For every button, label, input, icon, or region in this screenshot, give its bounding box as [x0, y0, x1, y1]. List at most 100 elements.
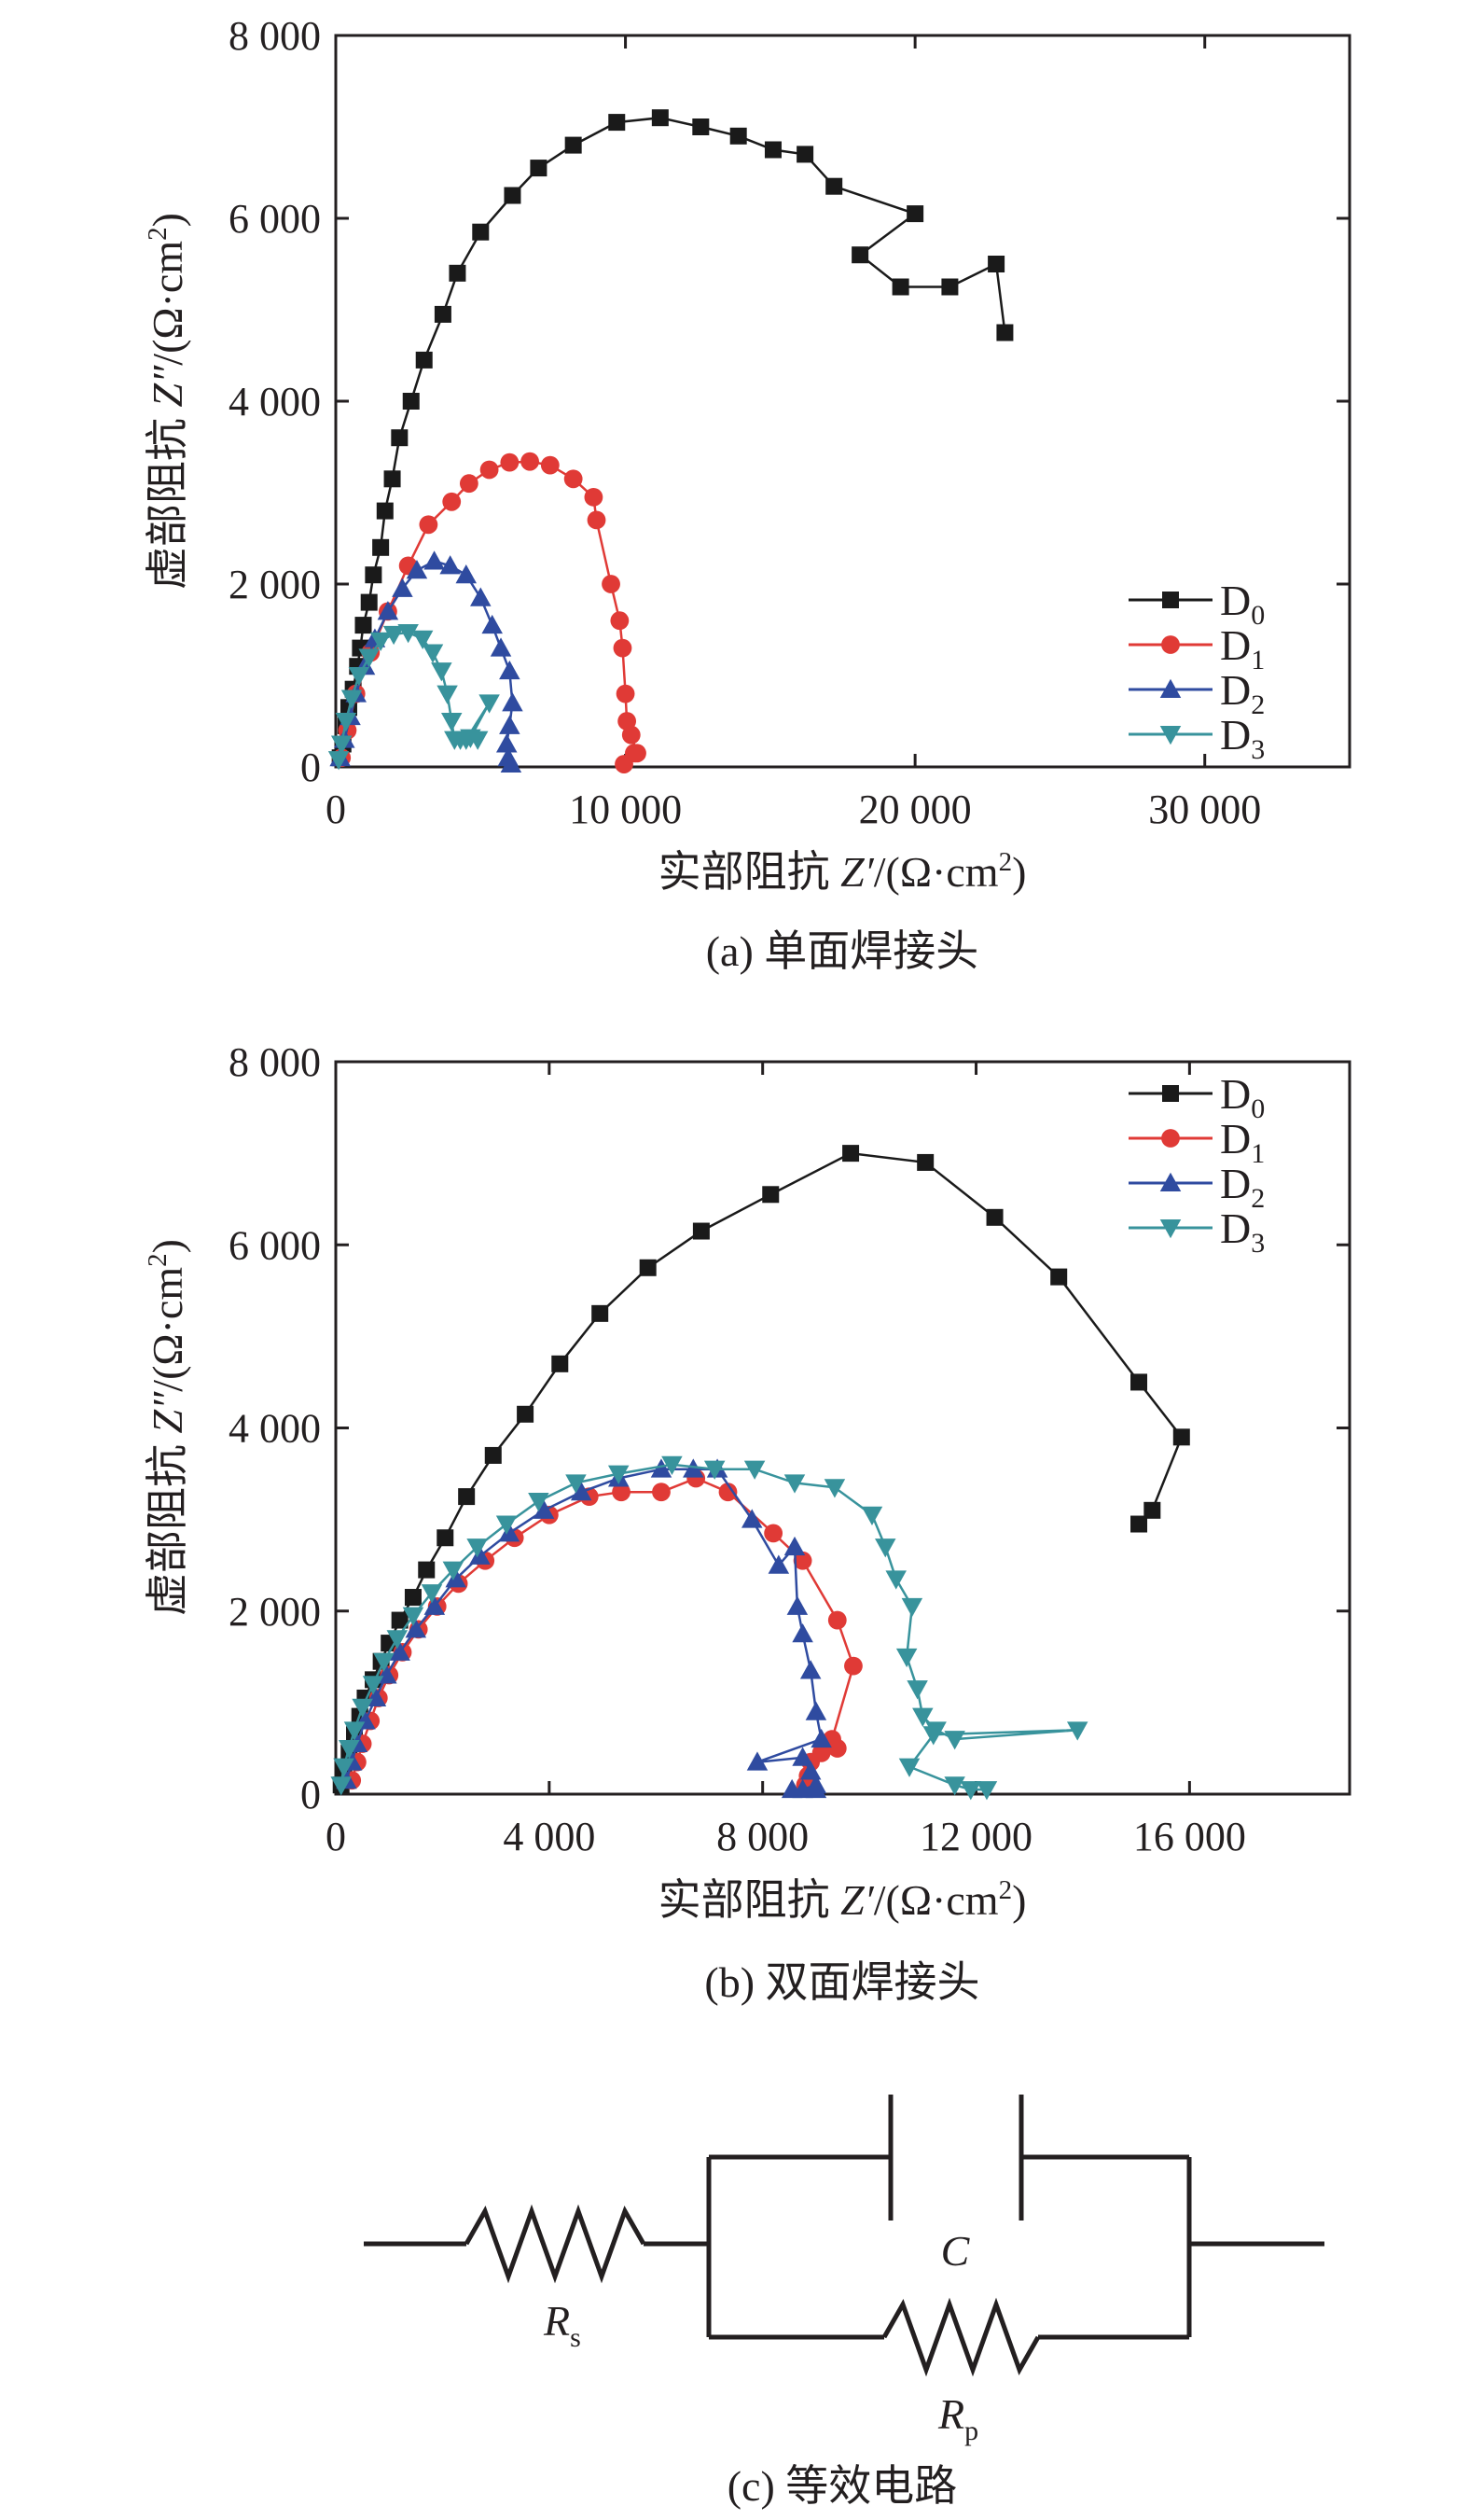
chart-b-data-point [885, 1570, 907, 1590]
chart-b-x-tick-label: 8 000 [716, 1814, 809, 1859]
chart-a-data-point [335, 713, 357, 732]
chart-b-data-point [792, 1623, 813, 1643]
chart-b-data-point [339, 1739, 360, 1760]
chart-b-data-point [718, 1483, 738, 1502]
chart-b-data-point [844, 1656, 863, 1676]
chart-b-data-point [445, 1568, 466, 1588]
chart-b-x-tick-label: 12 000 [920, 1814, 1032, 1859]
label-rp: Rp [937, 2390, 978, 2446]
chart-a-data-point [431, 662, 452, 682]
chart-b-series-D2 [336, 1458, 832, 1799]
chart-a-data-point [495, 733, 518, 753]
chart-b-data-point [362, 1676, 384, 1695]
chart-a-data-point [481, 614, 503, 634]
chart-a-data-point [692, 118, 710, 135]
chart-b-data-point [781, 1778, 803, 1799]
chart-b-data-point [418, 1561, 436, 1579]
chart-b-legend-label: D2 [1220, 1160, 1265, 1214]
chart-a-data-point [907, 205, 924, 223]
chart-b-data-point [746, 1751, 769, 1771]
chart-b-series-layer [330, 1145, 1190, 1801]
chart-b-data-point [469, 1545, 491, 1565]
chart-b-data-point [517, 1405, 534, 1423]
chart-b-data-point [805, 1778, 827, 1799]
chart-b-data-point [922, 1726, 945, 1746]
chart-a-data-point [369, 632, 392, 652]
chart-b-legend-marker [1159, 1219, 1182, 1239]
chart-b-data-point [402, 1607, 424, 1626]
chart-a-data-point [941, 278, 959, 296]
chart-a-data-point [479, 460, 499, 480]
chart-b-data-point [389, 1641, 410, 1661]
chart-b-data-point [792, 1747, 813, 1766]
chart-a-data-point [540, 455, 560, 475]
chart-b-data-point [1130, 1373, 1148, 1391]
chart-b-x-tick-label: 16 000 [1133, 1814, 1246, 1859]
chart-b-data-point [917, 1153, 935, 1171]
chart-a-data-point [382, 625, 405, 646]
chart-a-data-point [892, 278, 909, 296]
chart-a-data-point [415, 351, 433, 369]
chart-a-y-tick-label: 8 000 [229, 13, 321, 59]
chart-a-data-point [825, 177, 843, 195]
chart-a-data-point [365, 566, 382, 584]
chart-b-y-axis-label: 虚部阻抗 Z″/(Ω·cm2) [143, 1239, 191, 1616]
chart-a-data-point [613, 638, 632, 658]
chart-a-data-point [504, 187, 521, 204]
chart-b-data-point [741, 1509, 763, 1528]
chart-a-data-point [383, 470, 401, 488]
chart-a-x-tick-label: 20 000 [859, 787, 972, 832]
chart-a-legend-marker [1162, 592, 1179, 608]
chart-a-data-point [852, 246, 869, 264]
chart-a-data-point [608, 114, 626, 132]
chart-a-data-point [459, 474, 478, 494]
chart-a-data-point [584, 488, 603, 507]
chart-a-data-point [520, 452, 539, 471]
chart-a-plot-frame [334, 34, 1351, 769]
chart-b-data-point [875, 1538, 896, 1558]
chart-b-data-point [912, 1707, 934, 1727]
chart-b-x-axis-label: 实部阻抗 Z′/(Ω·cm2) [658, 1875, 1027, 1924]
chart-a-data-point [348, 667, 370, 687]
chart-b-legend-marker [1162, 1085, 1179, 1102]
resistor-rs [464, 2204, 646, 2284]
equivalent-circuit [364, 2095, 1324, 2377]
chart-b-data-point [570, 1481, 592, 1501]
chart-b-legend-label: D0 [1220, 1070, 1265, 1124]
chart-b-series-D3 [330, 1455, 1088, 1801]
chart-a-data-point [587, 510, 606, 530]
chart-b-data-point [764, 1524, 783, 1543]
chart-b-data-point [907, 1680, 928, 1700]
chart-b-data-point [652, 1483, 671, 1502]
chart-a-data-point [472, 223, 490, 241]
chart-b-caption: (b) 双面焊接头 [704, 1958, 979, 2006]
chart-b-data-point [799, 1660, 822, 1679]
chart-b-y-tick-label: 6 000 [229, 1222, 321, 1268]
chart-b-data-point [986, 1208, 1004, 1226]
chart-b-data-point [533, 1499, 555, 1519]
chart-b-data-point [743, 1460, 766, 1480]
chart-b-data-point [639, 1259, 657, 1276]
chart-a-data-point [327, 751, 350, 771]
chart-a-data-point [499, 715, 520, 734]
chart-b-data-point [466, 1538, 488, 1558]
chart-a-data-point [411, 630, 434, 650]
chart-a-caption: (a) 单面焊接头 [706, 927, 979, 975]
chart-b-data-point [343, 1721, 366, 1741]
chart-b-data-point [391, 1611, 409, 1629]
chart-a-data-point [564, 136, 582, 154]
chart-b-data-point [901, 1597, 923, 1618]
chart-b-y-tick-label: 8 000 [229, 1039, 321, 1085]
chart-b-x-tick-label: 4 000 [503, 1814, 595, 1859]
chart-b-data-point [612, 1483, 631, 1502]
chart-b-data-point [404, 1589, 422, 1607]
chart-b-data-point [373, 1652, 395, 1672]
chart-b-data-point [768, 1554, 790, 1574]
chart-a-data-point [397, 623, 419, 644]
chart-b-data-point [827, 1610, 847, 1630]
chart-a-legend-label: D0 [1220, 577, 1265, 631]
chart-b-data-point [824, 1479, 846, 1498]
chart-a-data-point [988, 256, 1005, 272]
chart-a-data-point [502, 692, 523, 712]
